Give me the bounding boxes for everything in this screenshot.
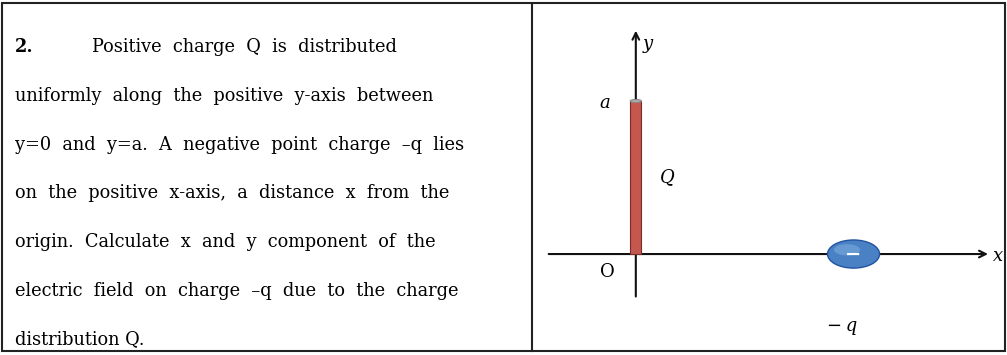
Text: origin.  Calculate  x  and  y  component  of  the: origin. Calculate x and y component of t… (15, 233, 435, 251)
Text: y: y (642, 35, 653, 53)
Text: O: O (600, 263, 614, 281)
Text: uniformly  along  the  positive  y-axis  between: uniformly along the positive y-axis betw… (15, 87, 433, 105)
Text: − q: − q (827, 317, 857, 335)
Text: −: − (845, 245, 862, 263)
Text: a: a (599, 94, 610, 112)
Text: x: x (993, 247, 1003, 265)
Text: on  the  positive  x-axis,  a  distance  x  from  the: on the positive x-axis, a distance x fro… (15, 185, 449, 202)
Bar (630, 101, 641, 254)
Text: Positive  charge  Q  is  distributed: Positive charge Q is distributed (47, 38, 398, 56)
Ellipse shape (828, 240, 879, 268)
Text: y=0  and  y=a.  A  negative  point  charge  –q  lies: y=0 and y=a. A negative point charge –q … (15, 136, 464, 154)
Text: electric  field  on  charge  –q  due  to  the  charge: electric field on charge –q due to the c… (15, 282, 458, 300)
Text: distribution Q.: distribution Q. (15, 331, 144, 349)
Ellipse shape (834, 244, 860, 256)
Ellipse shape (630, 99, 641, 103)
Text: Q: Q (660, 169, 675, 186)
Text: 2.: 2. (15, 38, 33, 56)
